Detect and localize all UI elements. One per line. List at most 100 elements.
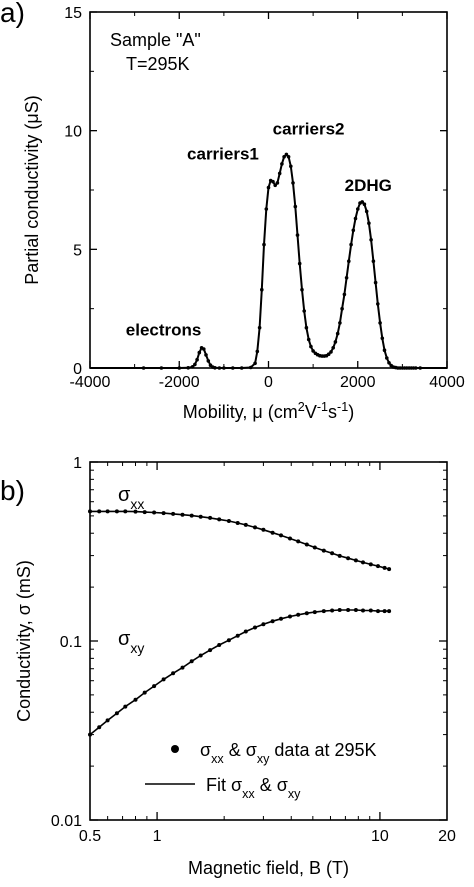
data-point-sigma-xx (337, 553, 342, 558)
data-point (378, 321, 382, 325)
peak-label: carriers2 (273, 119, 345, 138)
peak-label: 2DHG (345, 176, 392, 195)
data-point-sigma-xy (321, 609, 326, 614)
data-point (306, 337, 311, 342)
y-tick-label: 5 (73, 242, 82, 259)
data-point (326, 352, 331, 357)
x-axis-label: Mobility, μ (cm2V-1s-1) (183, 400, 354, 422)
data-point-sigma-xx (180, 512, 185, 517)
data-point (190, 365, 195, 369)
data-point-sigma-xx (361, 560, 365, 565)
data-point-sigma-xy (152, 684, 157, 689)
data-point-sigma-xy (88, 732, 92, 737)
data-point (213, 366, 217, 370)
data-point-sigma-xx (296, 539, 301, 544)
data-point (275, 181, 280, 185)
data-point (309, 344, 313, 349)
data-point-sigma-xx (198, 514, 203, 519)
data-point-sigma-xy (361, 608, 365, 613)
data-point-sigma-xy (189, 659, 194, 664)
data-point (264, 207, 269, 211)
data-point-sigma-xx (261, 527, 266, 532)
data-point-sigma-xy (171, 671, 176, 676)
data-point (271, 179, 275, 184)
data-point (295, 233, 300, 237)
data-point-sigma-xy (105, 718, 110, 723)
data-point (385, 356, 389, 360)
data-point-sigma-xy (296, 612, 301, 617)
data-point (273, 183, 278, 188)
sample-label: Sample "A" (110, 30, 201, 50)
data-point-sigma-xy (330, 608, 335, 613)
data-point (193, 362, 197, 367)
data-point (289, 164, 293, 169)
data-point-sigma-xy (279, 616, 283, 621)
data-point-sigma-xx (243, 522, 248, 527)
peak-label: electrons (126, 321, 202, 340)
data-point-sigma-xx (304, 542, 309, 547)
data-point (286, 155, 291, 159)
data-point-sigma-xx (368, 562, 373, 567)
data-point-sigma-xy (243, 629, 248, 634)
data-point-sigma-xy (114, 711, 119, 716)
data-point (257, 325, 262, 330)
data-point (333, 340, 338, 344)
data-point (239, 366, 244, 370)
y-tick-label: 10 (64, 124, 82, 141)
data-point (367, 221, 371, 225)
x-axis-label: Magnetic field, B (T) (188, 858, 349, 878)
data-point-sigma-xy (346, 608, 351, 612)
data-point (304, 325, 309, 330)
data-point-sigma-xy (226, 638, 231, 643)
y-tick-label: 0.01 (51, 813, 82, 830)
data-point-sigma-xx (142, 510, 147, 515)
data-point (202, 347, 206, 351)
data-point-sigma-xy (288, 614, 292, 619)
data-point (362, 202, 367, 206)
data-point-sigma-xy (382, 609, 387, 614)
data-point (231, 366, 235, 370)
x-tick-label: -2000 (159, 374, 200, 391)
data-point-sigma-xx (114, 509, 119, 514)
data-point (418, 366, 423, 370)
data-point-sigma-xy (208, 648, 213, 653)
data-point (414, 366, 418, 370)
panel-label-a: a) (0, 0, 25, 28)
data-point (255, 349, 260, 354)
data-point (253, 361, 257, 366)
data-point-sigma-xx (123, 509, 128, 514)
x-tick-label: 0 (264, 374, 273, 391)
x-tick-label: 1 (153, 828, 162, 845)
series-label-sigma-xx: σxx (118, 484, 144, 512)
data-point-sigma-xx (312, 545, 317, 550)
peak-label: carriers1 (187, 145, 259, 164)
data-point (349, 242, 353, 247)
data-point-sigma-xx (382, 565, 387, 570)
data-point (282, 155, 286, 159)
data-point (300, 287, 304, 292)
data-point-sigma-xy (270, 619, 275, 624)
data-point (206, 359, 211, 363)
data-point-sigma-xx (330, 551, 335, 556)
data-point (311, 349, 315, 353)
data-point (373, 280, 378, 285)
data-point (195, 357, 199, 362)
data-point (262, 242, 266, 247)
data-point (382, 348, 387, 353)
data-point (344, 276, 349, 280)
data-point-sigma-xx (208, 515, 213, 520)
fit-line-sigma-xy (89, 609, 390, 736)
data-point-sigma-xx (133, 509, 138, 514)
legend: σxx & σxy data at 295K Fit σxx & σxy (145, 740, 377, 801)
y-axis-label: Conductivity, σ (mS) (14, 560, 34, 722)
data-point-sigma-xy (97, 725, 102, 730)
data-point-sigma-xy (387, 609, 392, 614)
x-tick-label: -4000 (70, 374, 111, 391)
fit-line-sigma-xx (90, 510, 390, 570)
data-point (340, 306, 344, 311)
panel-a: -4000 -2000 0 2000 4000 0 5 10 15 a) Sample "A" T=2… (0, 0, 465, 422)
data-point (356, 207, 360, 211)
legend-dot-marker (171, 745, 179, 753)
data-point-sigma-xx (387, 567, 392, 572)
